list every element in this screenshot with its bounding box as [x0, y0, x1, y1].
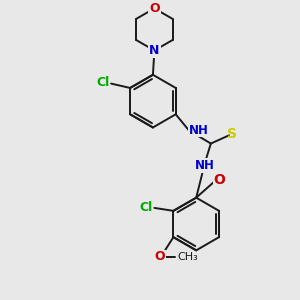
Text: N: N	[149, 44, 160, 57]
Text: Cl: Cl	[139, 201, 152, 214]
Text: S: S	[227, 127, 238, 141]
Text: CH₃: CH₃	[177, 252, 198, 262]
Text: O: O	[149, 2, 160, 15]
Text: O: O	[154, 250, 165, 263]
Text: NH: NH	[195, 159, 214, 172]
Text: NH: NH	[189, 124, 209, 137]
Text: Cl: Cl	[96, 76, 110, 89]
Text: O: O	[214, 173, 226, 187]
